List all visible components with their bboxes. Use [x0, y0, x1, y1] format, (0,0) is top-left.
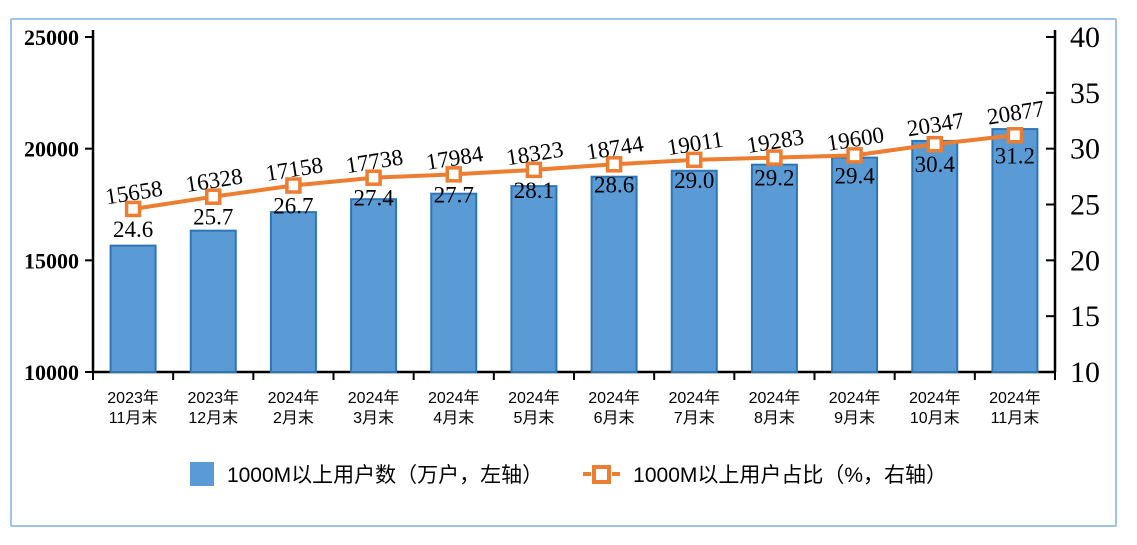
y-axis-right-tick-label: 25 [1070, 189, 1100, 222]
line-value-label: 30.4 [915, 152, 956, 177]
legend-dash-right [612, 472, 621, 476]
line-value-label: 24.6 [113, 217, 153, 242]
line-value-label: 27.4 [353, 186, 394, 211]
line-series-label: 1000M以上用户占比（%，右轴） [633, 464, 948, 487]
y-axis-right-tick-label: 35 [1070, 77, 1100, 110]
bar-value-label: 17984 [424, 141, 485, 175]
x-axis-label-line1: 2024年 [268, 389, 320, 407]
x-axis-label-line2: 6月末 [594, 409, 635, 427]
bar-value-label: 20877 [985, 96, 1046, 130]
legend-dash-left [583, 472, 592, 476]
y-axis-right-tick-label: 30 [1070, 133, 1100, 166]
bar [109, 244, 157, 373]
x-axis-label-line1: 2024年 [668, 389, 720, 407]
bar [670, 169, 718, 373]
line-value-label: 28.6 [594, 172, 634, 197]
x-axis-label-line2: 10月末 [910, 409, 960, 427]
bar [911, 139, 959, 373]
line-value-label: 27.7 [434, 182, 474, 207]
y-axis-left-tick-label: 20000 [24, 137, 79, 162]
y-axis-left-tick-label: 15000 [24, 248, 79, 273]
legend-marker-square [592, 464, 612, 484]
y-axis-right-tick-label: 20 [1070, 244, 1100, 277]
line-series [132, 133, 1016, 211]
bar [269, 211, 317, 373]
bar-series-label: 1000M以上用户数（万户，左轴） [226, 464, 544, 487]
x-axis-label-line1: 2024年 [989, 389, 1041, 407]
y-axis-right-tick-label: 15 [1070, 300, 1100, 333]
line-marker [365, 169, 382, 186]
line-series-marker-icon [583, 464, 621, 484]
line-value-label: 31.2 [995, 143, 1035, 168]
line-marker [1006, 127, 1024, 144]
bar-value-label: 19283 [745, 124, 806, 158]
x-axis-label-line1: 2023年 [107, 389, 159, 407]
x-axis-label-line2: 11月末 [991, 409, 1040, 427]
line-marker [766, 149, 783, 166]
bar [430, 192, 478, 373]
line-marker [686, 151, 703, 169]
bar [189, 229, 237, 373]
legend-item-line-series: 1000M以上用户占比（%，右轴） [583, 459, 947, 489]
y-axis-right-tick-label: 40 [1070, 21, 1100, 54]
x-axis-label-line2: 3月末 [353, 409, 394, 427]
legend-item-bar-series: 1000M以上用户数（万户，左轴） [189, 459, 544, 489]
x-axis-label-line1: 2024年 [508, 389, 560, 407]
bar [350, 198, 398, 373]
bar-value-label: 17738 [344, 144, 405, 178]
y-axis-left-tick-label: 25000 [24, 25, 79, 50]
bar [750, 163, 798, 373]
line-value-label: 29.0 [674, 168, 714, 193]
line-value-label: 29.4 [834, 163, 875, 188]
x-axis-label-line2: 5月末 [513, 409, 554, 427]
bar [590, 175, 638, 373]
y-axis-right-tick-label: 10 [1070, 356, 1100, 389]
bar-value-label: 19011 [665, 127, 725, 161]
line-marker [285, 177, 302, 194]
line-value-label: 25.7 [193, 205, 233, 230]
line-marker [846, 147, 863, 164]
bar [991, 128, 1039, 373]
x-axis-label-line2: 7月末 [674, 409, 715, 427]
line-value-label: 29.2 [754, 166, 794, 191]
bar-value-label: 18323 [504, 137, 565, 171]
line-marker [205, 188, 222, 205]
line-marker [926, 135, 943, 153]
x-axis-label-line2: 11月末 [109, 409, 158, 427]
x-axis-label-line2: 12月末 [188, 409, 238, 427]
x-axis-label-line2: 8月末 [754, 409, 795, 427]
bar-value-label: 20347 [905, 108, 966, 142]
x-axis-label-line1: 2024年 [829, 389, 881, 407]
x-axis-label-line1: 2024年 [348, 389, 400, 407]
bar [831, 156, 879, 373]
line-marker [605, 156, 623, 173]
line-value-label: 26.7 [273, 194, 313, 219]
line-value-label: 28.1 [514, 178, 554, 203]
bar-value-label: 17158 [264, 152, 325, 186]
legend: 1000M以上用户数（万户，左轴） 1000M以上用户占比（%，右轴） [0, 459, 1137, 489]
bar-value-label: 18744 [585, 131, 646, 165]
x-axis-label-line2: 9月末 [834, 409, 875, 427]
x-axis-label-line1: 2024年 [428, 389, 480, 407]
x-axis-label-line1: 2023年 [187, 389, 239, 407]
x-axis-label-line2: 2月末 [273, 409, 314, 427]
bar [510, 185, 558, 373]
bar-series-swatch [189, 462, 214, 486]
x-axis-label-line2: 4月末 [433, 409, 474, 427]
line-marker [525, 161, 543, 179]
y-axis-left-tick-label: 10000 [24, 360, 79, 385]
x-axis-label-line1: 2024年 [588, 389, 640, 407]
line-marker [124, 200, 142, 218]
x-axis-label-line1: 2024年 [749, 389, 801, 407]
line-marker [445, 166, 462, 183]
x-axis-label-line1: 2024年 [909, 389, 961, 407]
